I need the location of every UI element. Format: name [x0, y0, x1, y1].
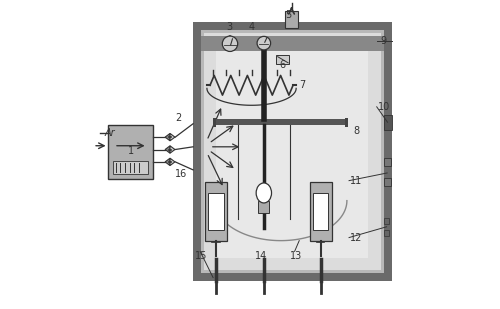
Bar	[276, 55, 289, 64]
Bar	[384, 115, 392, 130]
Bar	[313, 193, 328, 230]
Text: 6: 6	[280, 60, 286, 70]
Bar	[258, 201, 270, 213]
Text: 10: 10	[378, 102, 390, 112]
Bar	[384, 230, 390, 236]
Bar	[108, 125, 153, 179]
Bar	[384, 218, 390, 224]
Bar	[201, 36, 384, 52]
Polygon shape	[165, 133, 170, 141]
Text: 2: 2	[175, 112, 181, 123]
Ellipse shape	[256, 183, 272, 203]
Bar	[201, 30, 384, 273]
Bar	[208, 193, 224, 230]
Text: 9: 9	[380, 36, 387, 46]
Polygon shape	[170, 133, 175, 141]
Circle shape	[257, 36, 270, 50]
Bar	[216, 45, 368, 257]
Bar	[285, 11, 298, 28]
Bar	[214, 119, 347, 125]
Bar	[346, 118, 348, 127]
Polygon shape	[170, 158, 175, 166]
Text: 15: 15	[194, 251, 207, 261]
Text: 5: 5	[286, 10, 292, 19]
Text: 3: 3	[226, 22, 232, 32]
Polygon shape	[165, 146, 170, 153]
Text: 8: 8	[353, 126, 359, 137]
Polygon shape	[165, 158, 170, 166]
Bar	[384, 178, 390, 186]
Bar	[205, 182, 227, 241]
Bar	[193, 22, 392, 281]
Bar	[204, 33, 380, 270]
Bar	[114, 161, 148, 174]
Text: 4: 4	[248, 22, 254, 32]
Text: 14: 14	[254, 251, 267, 261]
Polygon shape	[170, 146, 175, 153]
Text: 12: 12	[350, 233, 362, 243]
Bar	[384, 158, 390, 166]
Circle shape	[222, 36, 238, 52]
Text: 1: 1	[128, 146, 134, 156]
Bar	[213, 118, 216, 127]
Text: 11: 11	[350, 176, 362, 186]
Text: 13: 13	[290, 251, 302, 261]
Text: 16: 16	[174, 170, 187, 180]
Bar	[310, 182, 332, 241]
Text: Ar: Ar	[105, 128, 116, 138]
Text: 7: 7	[299, 80, 306, 90]
